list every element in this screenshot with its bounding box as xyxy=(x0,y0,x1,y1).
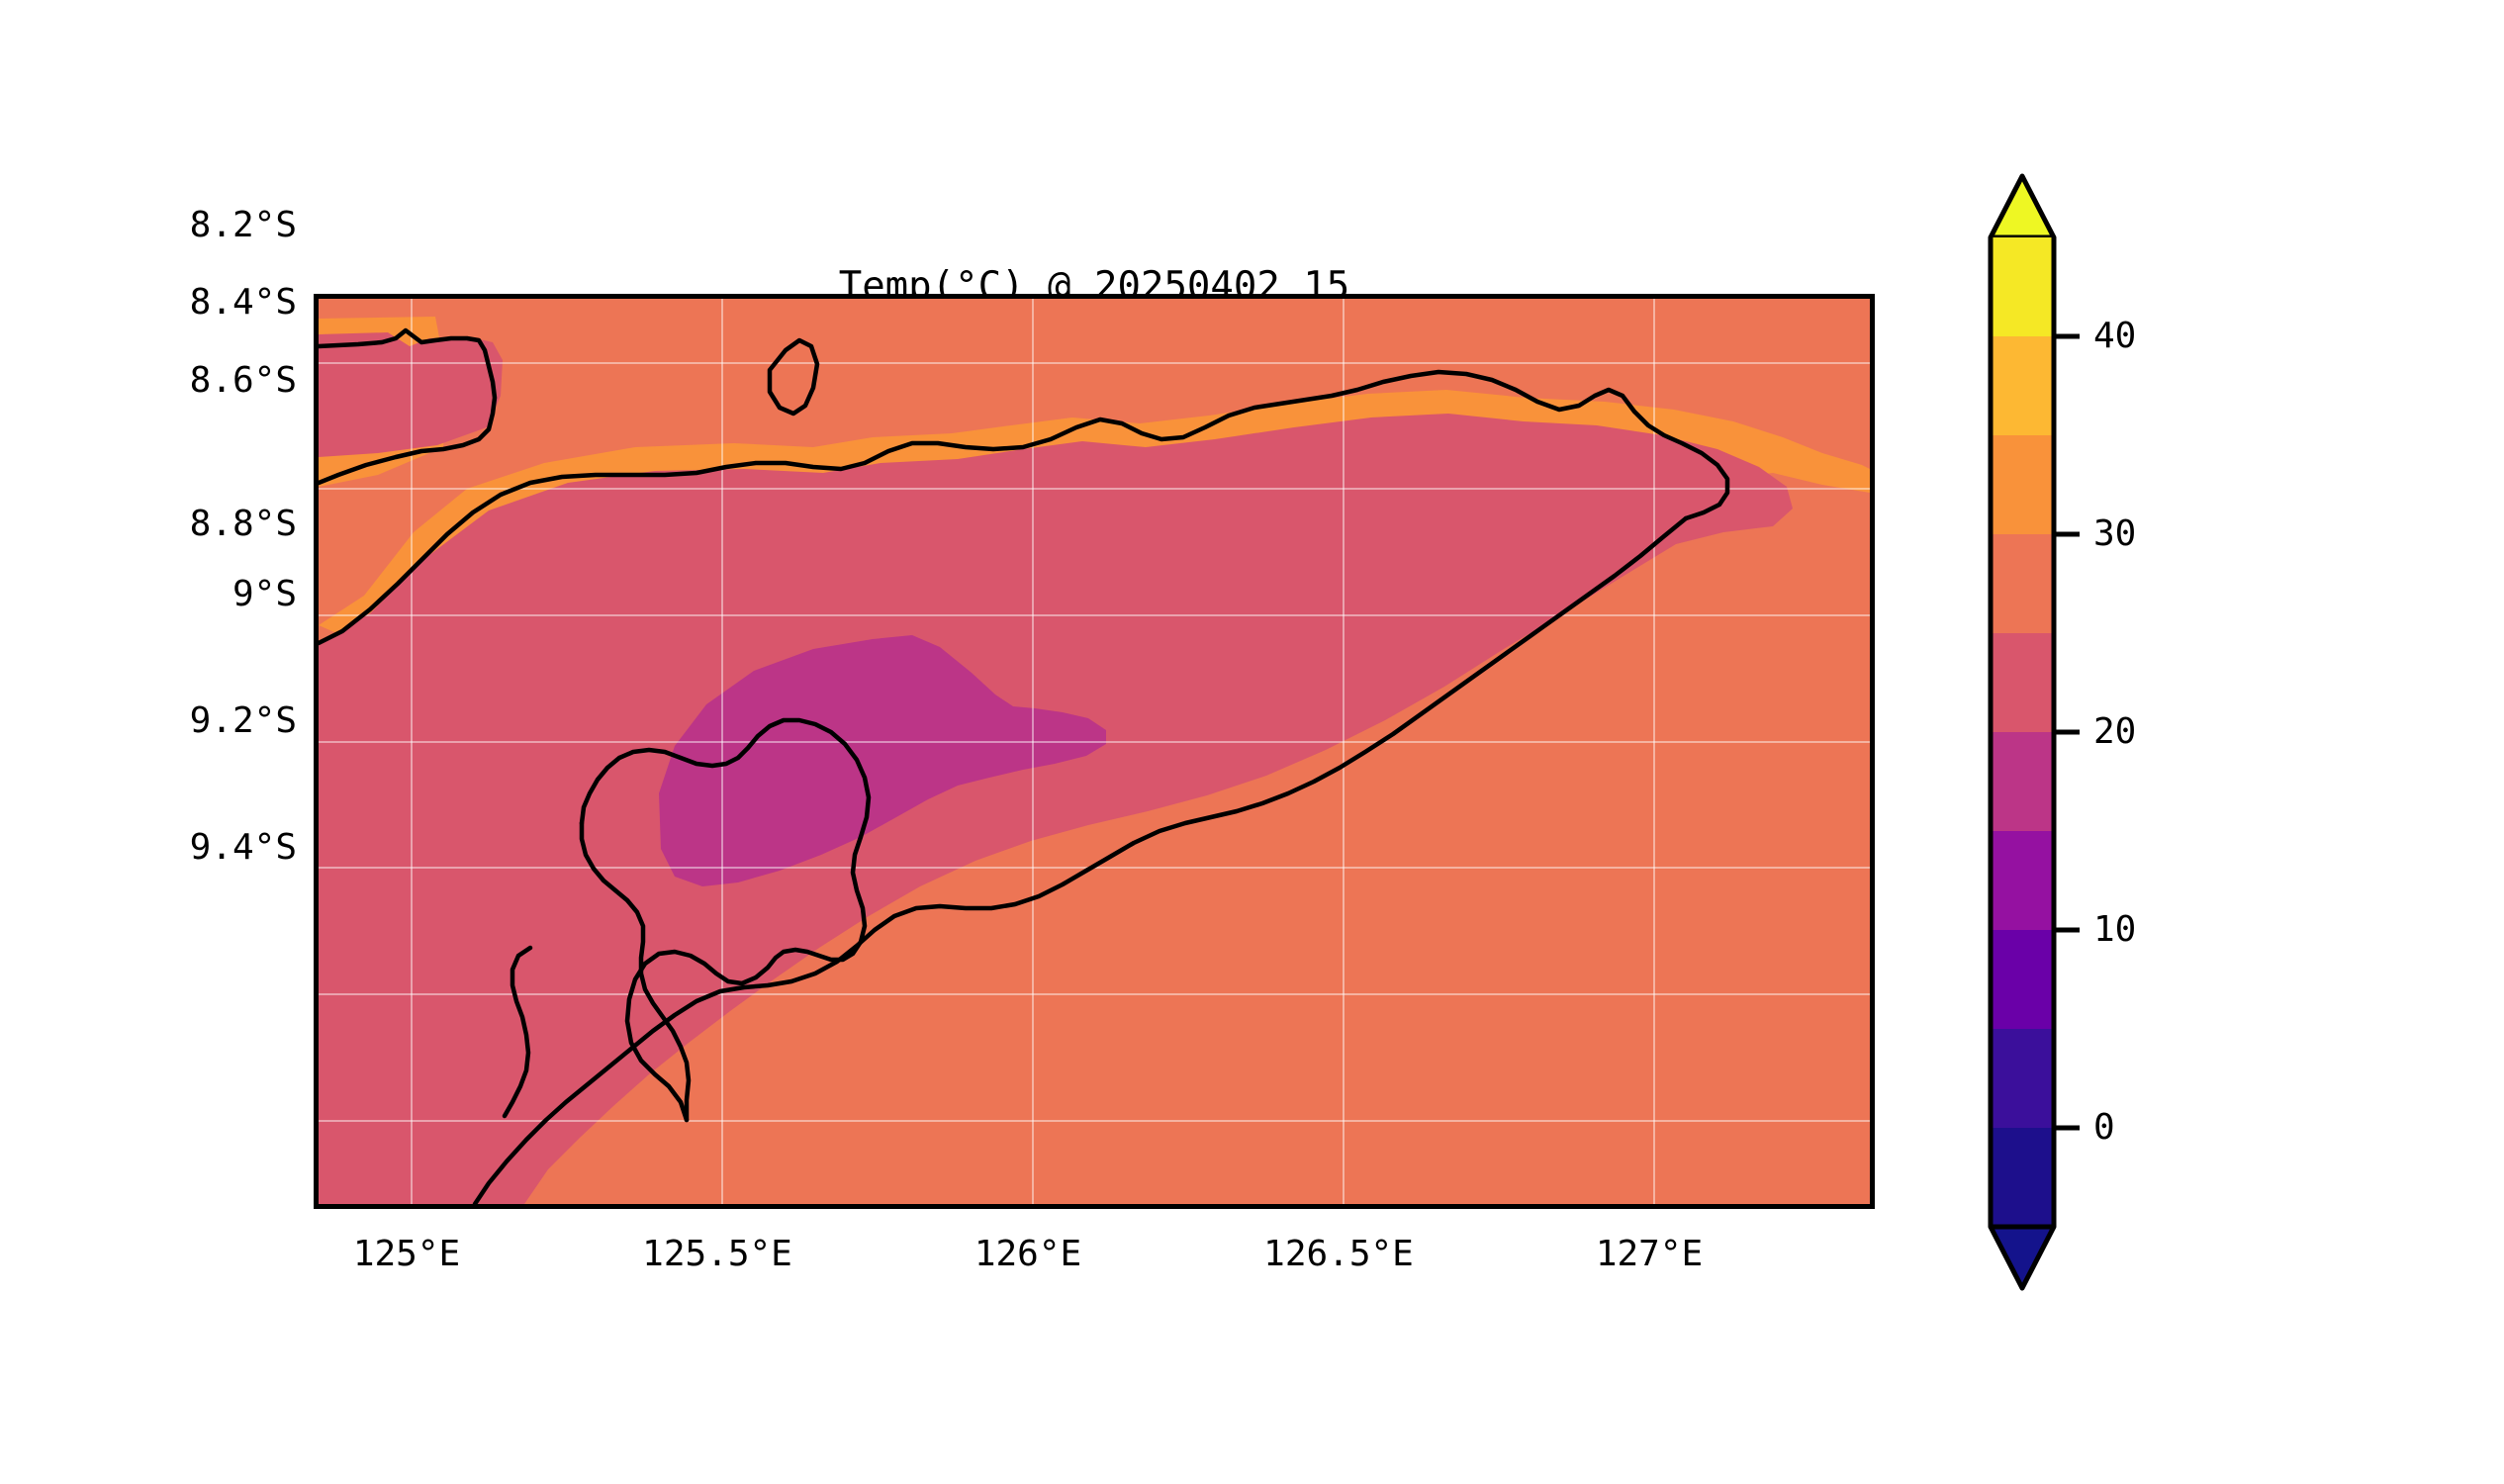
colorbar-tick-label-20: 20 xyxy=(2093,711,2137,752)
ytick-label-8.4S: 8.4°S xyxy=(189,282,297,323)
map-gridlines xyxy=(319,299,1870,1204)
ytick-label-9.2S: 9.2°S xyxy=(189,700,297,741)
colorbar-gradient xyxy=(1988,173,2080,1291)
ytick-label-8.2S: 8.2°S xyxy=(189,205,297,245)
ytick-label-9S: 9°S xyxy=(232,574,297,614)
contour-band-15-20 xyxy=(659,635,1106,886)
colorbar-tick-label-40: 40 xyxy=(2093,316,2137,356)
ytick-label-8.6S: 8.6°S xyxy=(189,360,297,401)
colorbar-bands xyxy=(1991,237,2054,1227)
xtick-label-125E: 125°E xyxy=(352,1234,461,1274)
xtick-label-126.5E: 126.5°E xyxy=(1263,1234,1414,1274)
xtick-label-127E: 127°E xyxy=(1595,1234,1704,1274)
colorbar-ticks xyxy=(2054,333,2080,1131)
colorbar[interactable]: 40 30 20 10 0 xyxy=(1979,168,2275,1336)
colorbar-extend-min xyxy=(1988,1224,2057,1291)
xtick-label-126E: 126°E xyxy=(974,1234,1082,1274)
contour-band-20-25-nw xyxy=(319,332,503,457)
ytick-label-8.8S: 8.8°S xyxy=(189,504,297,544)
colorbar-tick-label-10: 10 xyxy=(2093,909,2137,950)
coastline xyxy=(319,327,1730,1204)
ytick-label-9.4S: 9.4°S xyxy=(189,827,297,868)
temperature-contour-map xyxy=(319,299,1870,1204)
colorbar-tick-label-30: 30 xyxy=(2093,513,2137,554)
colorbar-extend-max xyxy=(1988,173,2057,240)
xtick-label-125.5E: 125.5°E xyxy=(642,1234,792,1274)
map-axes[interactable] xyxy=(314,294,1875,1209)
colorbar-tick-label-0: 0 xyxy=(2093,1107,2115,1148)
